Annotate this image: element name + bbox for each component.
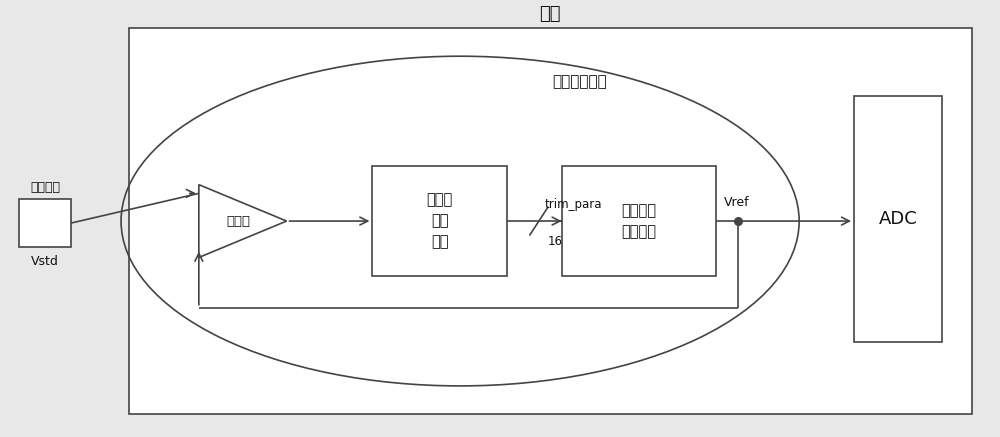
Bar: [19, 199, 71, 246]
Text: Vstd: Vstd: [31, 254, 59, 267]
Text: trim_para: trim_para: [545, 198, 603, 211]
Text: Vref: Vref: [724, 196, 749, 209]
Polygon shape: [199, 185, 287, 257]
Text: 16: 16: [548, 235, 563, 248]
Text: 校准値
产生
模块: 校准値 产生 模块: [427, 193, 453, 250]
Text: 比较器: 比较器: [227, 215, 251, 228]
Bar: [129, 28, 972, 414]
Bar: [562, 166, 716, 276]
Bar: [372, 166, 507, 276]
Text: ADC: ADC: [879, 210, 917, 228]
Text: 测试引脚: 测试引脚: [30, 180, 60, 194]
Text: 内建测试部分: 内建测试部分: [552, 74, 607, 89]
Text: 参考电压
产生电路: 参考电压 产生电路: [622, 203, 657, 239]
Text: 芯片: 芯片: [540, 5, 561, 23]
Bar: [854, 96, 942, 342]
